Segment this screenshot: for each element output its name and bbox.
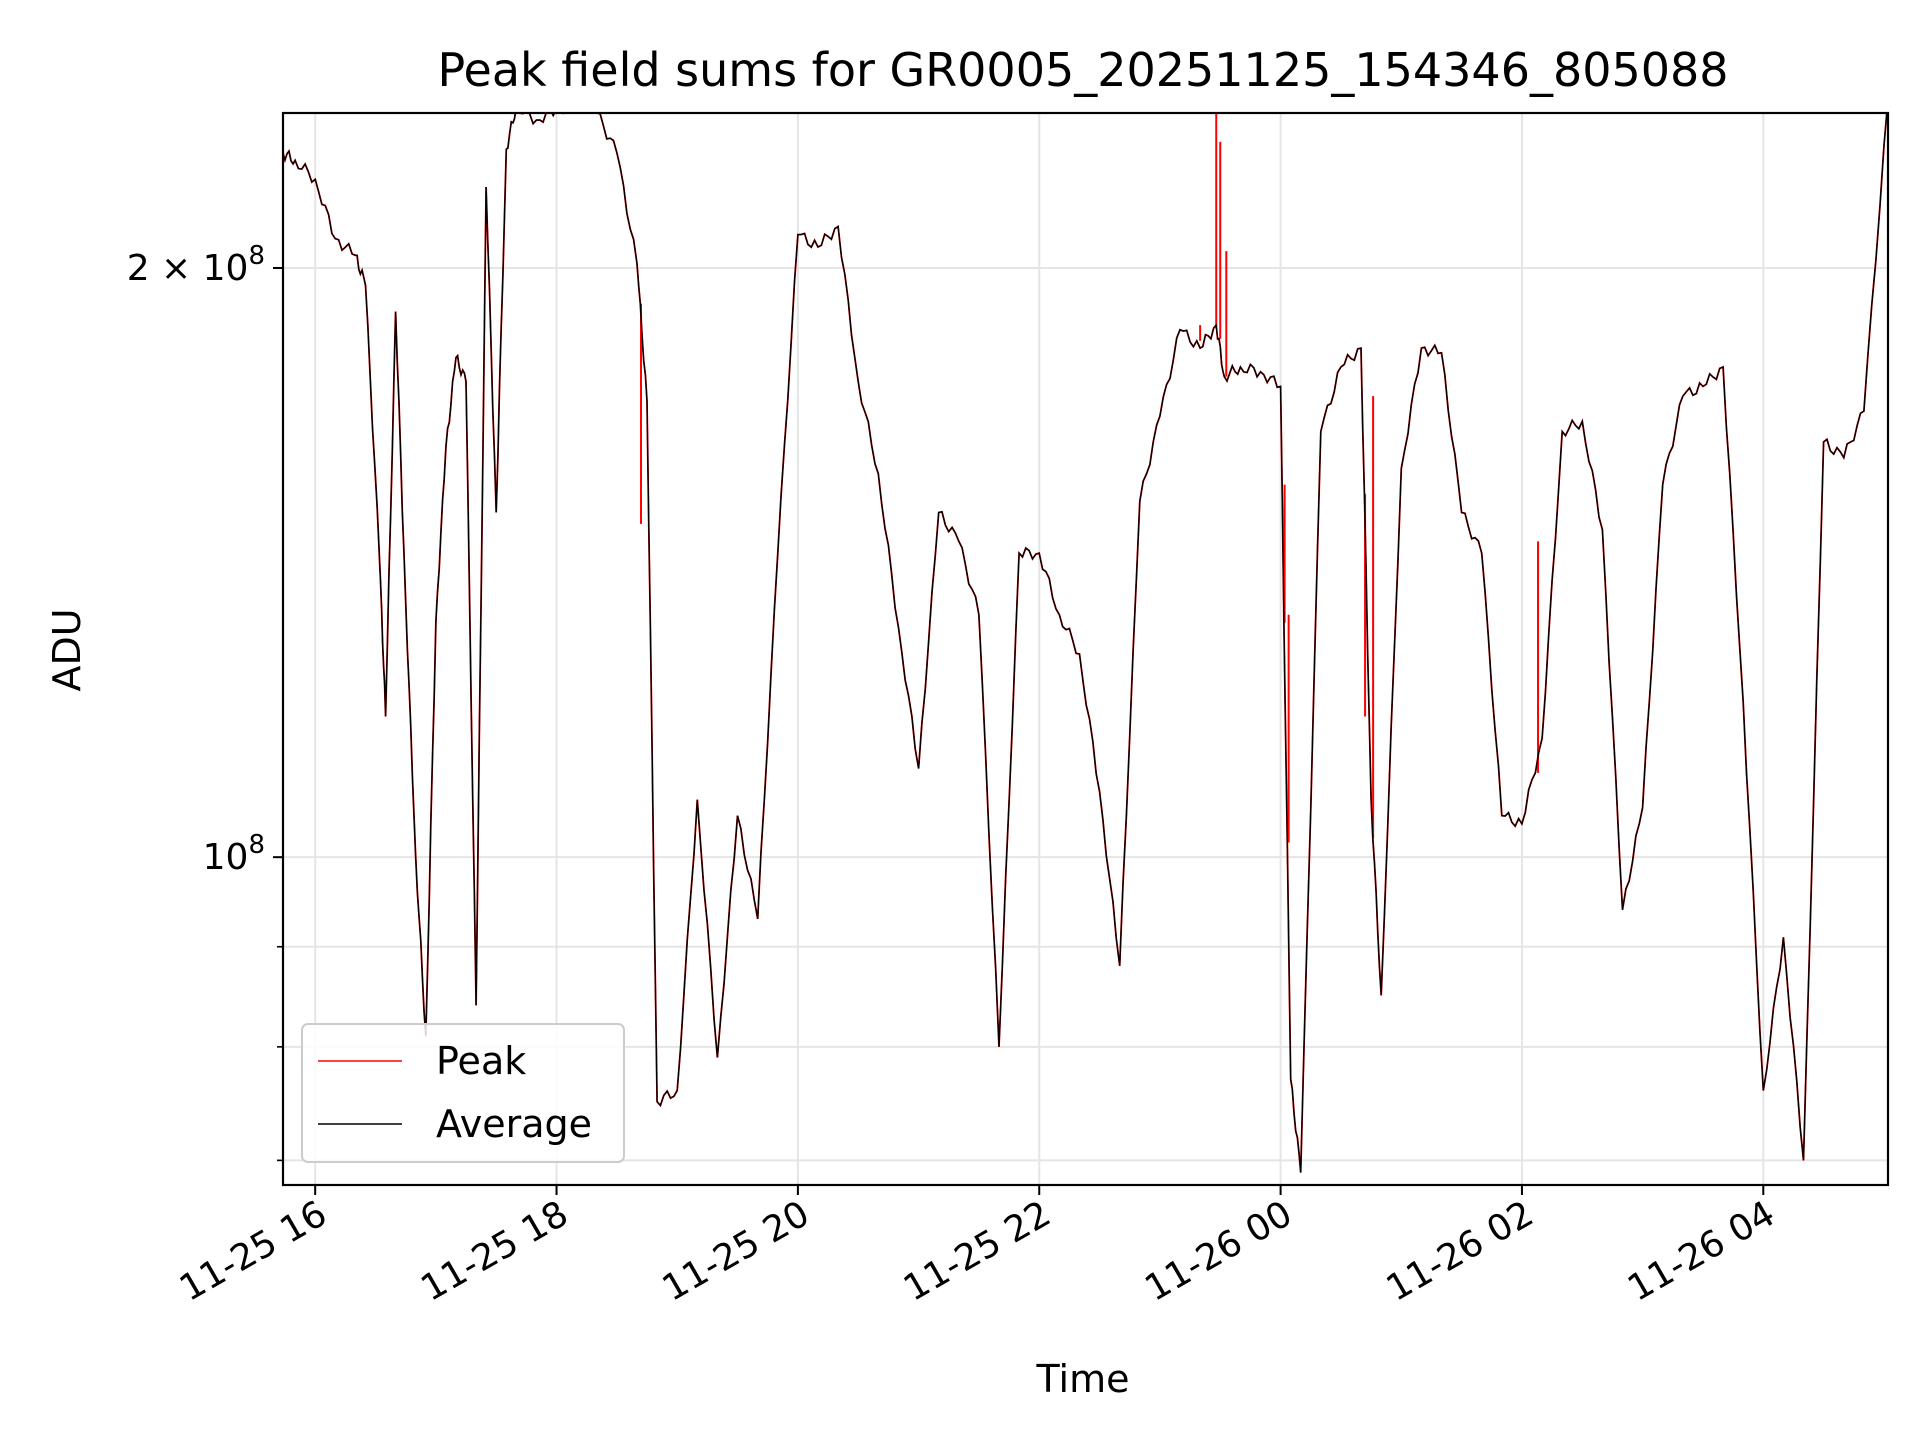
average-series-line xyxy=(283,113,1888,1173)
chart-title: Peak field sums for GR0005_20251125_1543… xyxy=(437,43,1728,97)
y-tick-label: 108 xyxy=(203,830,265,878)
x-tick-label: 11-26 02 xyxy=(1380,1193,1541,1309)
x-tick-label: 11-25 18 xyxy=(414,1193,575,1309)
x-tick-label: 11-25 20 xyxy=(656,1193,817,1309)
x-axis-label: Time xyxy=(1036,1357,1130,1401)
plot-area xyxy=(283,113,1888,1173)
x-tick-label: 11-26 00 xyxy=(1138,1193,1299,1309)
series-group xyxy=(283,113,1888,1173)
legend-box xyxy=(301,1023,625,1163)
peak-series-line xyxy=(283,113,1888,1173)
y-tick-label: 2 × 108 xyxy=(127,241,265,289)
x-tick-label: 11-26 04 xyxy=(1621,1193,1782,1309)
legend-average-label: Average xyxy=(436,1102,592,1146)
x-tick-label: 11-25 16 xyxy=(173,1193,334,1309)
plot-frame xyxy=(281,111,1890,1187)
y-axis-label: ADU xyxy=(45,608,89,691)
x-axis: 11-25 16 11-25 18 11-25 20 11-25 22 11-26 00… xyxy=(173,1185,1782,1310)
x-tick-label: 11-25 22 xyxy=(897,1193,1058,1309)
y-axis: 108 2 × 108 xyxy=(127,241,283,1162)
legend: Peak Average xyxy=(301,1023,625,1163)
legend-peak-label: Peak xyxy=(436,1039,526,1083)
